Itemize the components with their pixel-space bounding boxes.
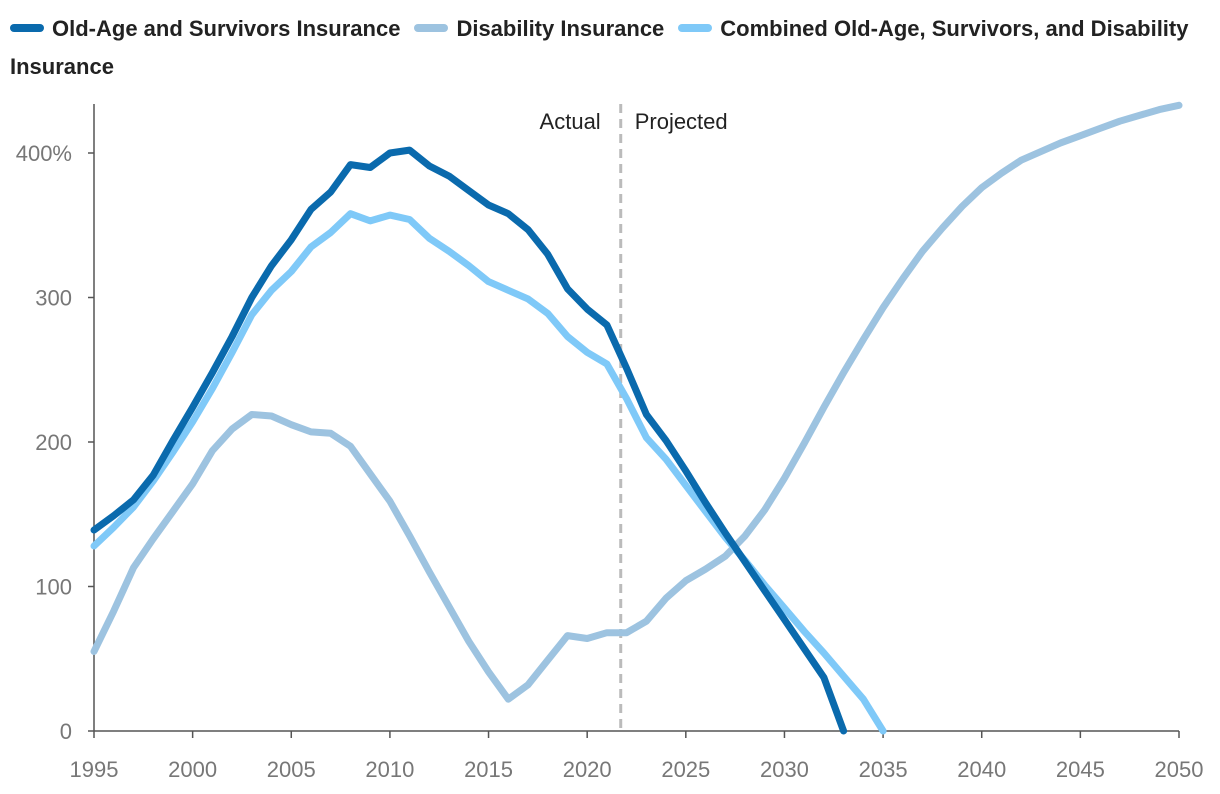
x-tick-label: 2015 [464, 757, 513, 782]
y-tick-label: 200 [35, 430, 72, 455]
x-tick-label: 2020 [563, 757, 612, 782]
series-line-1 [90, 101, 1183, 703]
legend-item: Old-Age and Survivors Insurance [10, 10, 400, 48]
legend-swatch [10, 24, 44, 33]
legend: Old-Age and Survivors Insurance Disabilit… [10, 10, 1215, 86]
y-tick-label: 400% [16, 141, 72, 166]
x-tick-label: 2035 [859, 757, 908, 782]
series-line-0 [90, 146, 848, 735]
legend-swatch [414, 24, 449, 33]
legend-label: Disability Insurance [456, 16, 665, 41]
x-tick-label: 2030 [760, 757, 809, 782]
series-layer [90, 101, 1183, 735]
y-tick-label: 300 [35, 286, 72, 311]
x-tick-label: 2025 [661, 757, 710, 782]
legend-item: Combined Old-Age, Survivors, and Disabil… [10, 16, 1188, 79]
x-tick-label: 2040 [957, 757, 1006, 782]
y-tick-label: 0 [60, 719, 72, 744]
legend-swatch [678, 24, 713, 33]
legend-label: Old-Age and Survivors Insurance [52, 16, 401, 41]
axes: 0 100 200 300 400% 1995 2000 2005 2010 2015 2020 20… [16, 104, 1204, 782]
x-tick-label: 2000 [168, 757, 217, 782]
x-tick-label: 1995 [70, 757, 119, 782]
x-tick-label: 2045 [1056, 757, 1105, 782]
projected-label: Projected [635, 109, 728, 134]
x-tick-label: 2005 [267, 757, 316, 782]
actual-label: Actual [540, 109, 601, 134]
actual-projected-divider: Actual Projected [540, 104, 728, 731]
legend-item: Disability Insurance [414, 10, 664, 48]
series-line-2 [90, 210, 887, 735]
x-tick-label: 2010 [365, 757, 414, 782]
x-tick-label: 2050 [1155, 757, 1204, 782]
legend-label: Combined Old-Age, Survivors, and Disabil… [10, 16, 1189, 79]
y-tick-label: 100 [35, 575, 72, 600]
